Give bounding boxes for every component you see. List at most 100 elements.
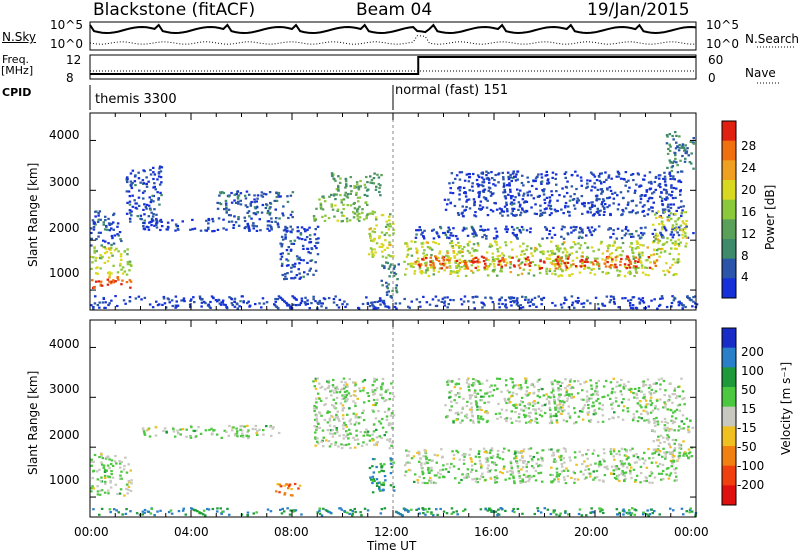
heat-cell: [499, 212, 502, 215]
heat-cell: [608, 196, 612, 199]
heat-cell: [503, 188, 506, 191]
heat-cell: [549, 396, 552, 399]
heat-cell: [684, 151, 687, 155]
heat-cell: [156, 178, 159, 181]
heat-cell: [485, 460, 488, 463]
heat-cell: [326, 509, 329, 512]
heat-cell: [90, 464, 93, 467]
heat-cell: [250, 217, 253, 220]
heat-cell: [491, 193, 494, 196]
heat-cell: [246, 223, 250, 226]
heat-cell: [647, 305, 650, 308]
heat-cell: [590, 189, 593, 192]
heat-cell: [508, 255, 511, 258]
heat-cell: [678, 226, 681, 229]
heat-cell: [465, 476, 469, 479]
heat-cell: [541, 404, 544, 407]
heat-cell: [658, 177, 661, 180]
heat-cell: [629, 306, 633, 310]
heat-cell: [558, 194, 561, 197]
heat-cell: [93, 302, 97, 305]
heat-cell: [407, 468, 411, 472]
heat-cell: [249, 202, 252, 205]
heat-cell: [492, 270, 496, 273]
heat-cell: [536, 507, 539, 510]
heat-cell: [511, 299, 515, 303]
heat-cell: [590, 172, 594, 175]
heat-cell: [369, 212, 372, 215]
heat-cell: [545, 257, 549, 260]
heat-cell: [437, 256, 440, 259]
heat-cell: [390, 382, 393, 385]
heat-cell: [337, 189, 340, 192]
heat-cell: [630, 232, 634, 236]
heat-cell: [553, 264, 557, 267]
heat-cell: [148, 221, 151, 224]
heat-cell: [378, 420, 381, 423]
heat-cell: [480, 172, 483, 175]
heat-cell: [541, 189, 544, 192]
heat-cell: [414, 240, 417, 244]
heat-cell: [508, 477, 511, 480]
heat-cell: [681, 144, 684, 147]
heat-cell: [659, 383, 662, 386]
heat-cell: [560, 235, 563, 238]
heat-cell: [339, 402, 343, 405]
heat-cell: [385, 399, 388, 402]
heat-cell: [455, 401, 458, 405]
heat-cell: [120, 460, 124, 464]
heat-cell: [489, 208, 493, 212]
heat-cell: [592, 230, 595, 233]
heat-cell: [565, 257, 568, 260]
heat-cell: [314, 444, 317, 447]
heat-cell: [287, 216, 290, 220]
heat-cell: [475, 477, 479, 480]
heat-cell: [509, 401, 512, 404]
heat-cell: [372, 398, 376, 402]
heat-cell: [334, 295, 337, 298]
heat-cell: [525, 470, 528, 473]
heat-cell: [601, 252, 605, 255]
heat-cell: [483, 401, 486, 404]
heat-cell: [460, 260, 464, 263]
heat-cell: [616, 513, 619, 516]
heat-cell: [677, 244, 681, 248]
heat-cell: [148, 303, 152, 306]
heat-cell: [620, 462, 624, 465]
heat-cell: [522, 249, 525, 252]
heat-cell: [299, 233, 303, 236]
heat-cell: [471, 419, 475, 422]
heat-cell: [490, 297, 493, 300]
heat-cell: [510, 465, 513, 468]
heat-cell: [513, 457, 516, 460]
heat-cell: [374, 216, 378, 219]
heat-cell: [390, 412, 394, 415]
heat-cell: [680, 214, 683, 217]
heat-cell: [520, 181, 524, 185]
heat-cell: [621, 208, 624, 212]
heat-cell: [586, 411, 589, 414]
heat-cell: [97, 280, 101, 283]
heat-cell: [597, 465, 601, 468]
heat-cell: [457, 382, 461, 385]
heat-cell: [527, 263, 530, 266]
heat-cell: [614, 468, 618, 471]
heat-cell: [445, 415, 448, 419]
heat-cell: [610, 260, 614, 263]
heat-cell: [388, 241, 391, 244]
heat-cell: [673, 227, 676, 230]
heat-cell: [617, 416, 620, 419]
heat-cell: [613, 241, 616, 244]
heat-cell: [576, 197, 579, 200]
heat-cell: [96, 304, 100, 307]
heat-cell: [485, 237, 488, 240]
heat-cell: [617, 404, 620, 407]
heat-cell: [378, 300, 381, 303]
heat-cell: [342, 214, 346, 217]
heat-cell: [282, 214, 285, 217]
heat-cell: [107, 247, 111, 250]
heat-cell: [375, 387, 379, 390]
heat-cell: [672, 213, 676, 216]
heat-cell: [626, 203, 630, 206]
heat-cell: [387, 424, 391, 427]
